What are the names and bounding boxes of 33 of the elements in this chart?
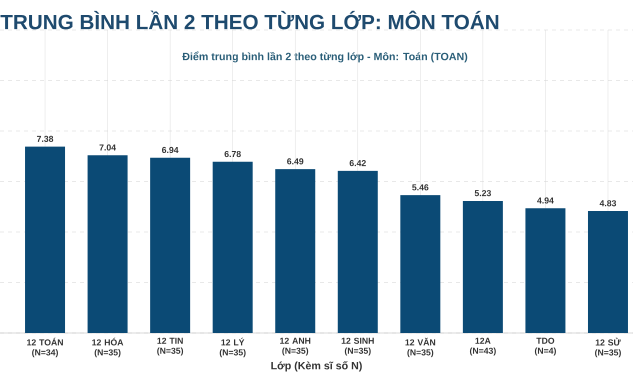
- x-tick-label: 12 ANH (N=35): [280, 338, 310, 356]
- chart-title: TRUNG BÌNH LẦN 2 THEO TỪNG LỚP: MÔN TOÁN: [0, 10, 498, 30]
- data-label: 4.94: [537, 197, 554, 204]
- x-tick-label: 12 VĂN (N=35): [405, 338, 436, 358]
- x-tick-label: 12A (N=43): [470, 338, 496, 356]
- data-label: 4.83: [600, 200, 616, 206]
- x-tick-label: 12 TIN (N=35): [157, 338, 184, 356]
- bar: [25, 146, 66, 333]
- x-tick-label: 12 HÓA (N=35): [92, 338, 124, 358]
- x-tick-label: TDO (N=4): [534, 338, 556, 356]
- data-label: 5.46: [412, 184, 428, 190]
- bar: [462, 200, 503, 333]
- data-label: 5.23: [474, 190, 491, 196]
- bar: [88, 155, 128, 333]
- bar: [150, 158, 190, 333]
- x-tick-label: 12 LÝ (N=35): [220, 338, 246, 358]
- x-tick-label: 12 SỬ (N=35): [595, 338, 621, 358]
- bar: [338, 170, 378, 333]
- bar: [588, 211, 628, 333]
- chart-subtitle: Điểm trung bình lần 2 theo từng lớp - Môn: Toán (TOAN): [182, 52, 468, 62]
- data-label: 6.94: [162, 146, 179, 154]
- data-label: 6.78: [224, 150, 241, 158]
- data-label: 7.38: [36, 136, 54, 142]
- x-tick-label: 12 TOÁN (N=34): [27, 338, 63, 358]
- x-tick-label: 12 SINH (N=35): [342, 338, 374, 356]
- bar: [275, 169, 316, 333]
- data-label: 7.04: [100, 144, 116, 151]
- data-label: 6.49: [287, 158, 304, 164]
- bar: [400, 195, 440, 333]
- bar: [212, 162, 253, 333]
- data-label: 6.42: [350, 160, 366, 166]
- x-axis-title: Lớp (Kèm sĩ số N): [271, 361, 362, 372]
- bar: [525, 208, 566, 333]
